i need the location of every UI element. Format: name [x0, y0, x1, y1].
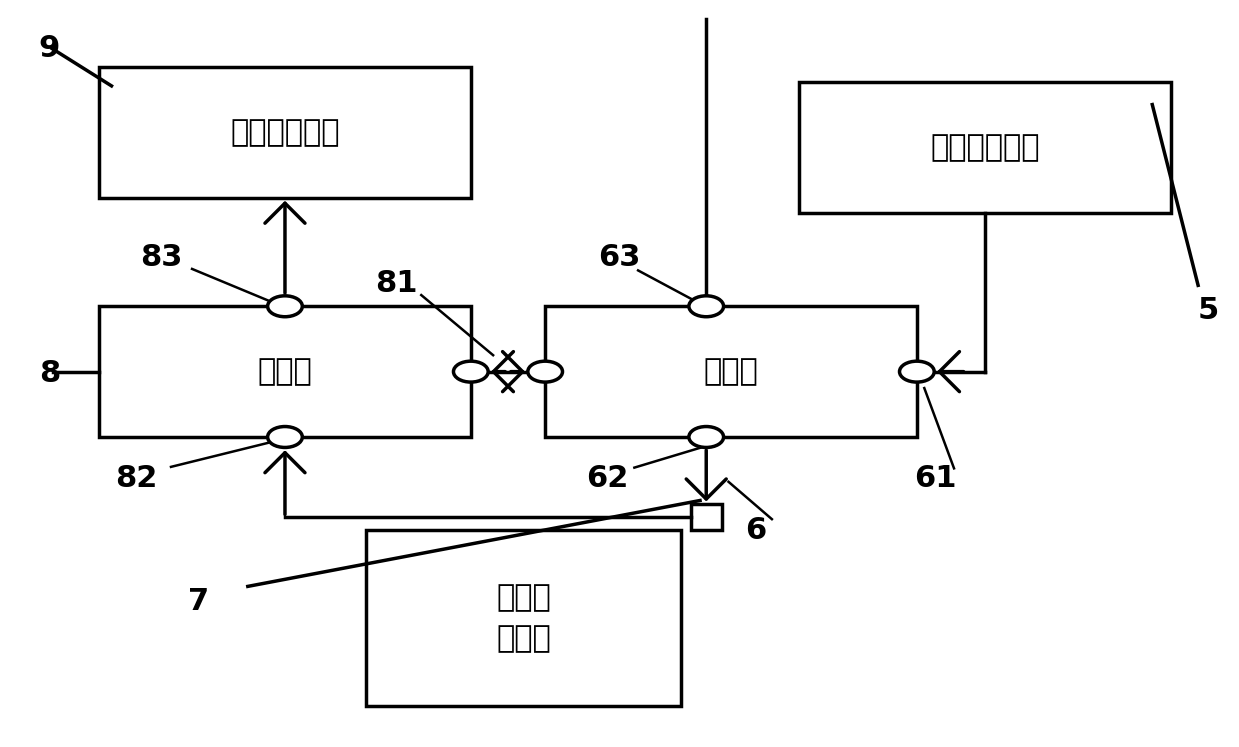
Text: 双工器: 双工器: [258, 357, 312, 386]
Text: 7: 7: [187, 587, 209, 616]
Circle shape: [268, 296, 302, 317]
Circle shape: [453, 362, 488, 382]
Text: 62: 62: [586, 464, 628, 492]
Circle shape: [528, 362, 563, 382]
Text: 83: 83: [140, 244, 182, 272]
Circle shape: [268, 427, 302, 447]
Circle shape: [689, 427, 724, 447]
Text: 6: 6: [745, 516, 767, 545]
Bar: [690, 504, 721, 530]
Text: 63: 63: [598, 244, 641, 272]
Text: 9: 9: [38, 34, 61, 63]
Text: 高通滤波组合: 高通滤波组合: [230, 118, 339, 147]
Bar: [799, 82, 1171, 213]
Text: 5: 5: [1197, 296, 1219, 324]
Bar: [99, 306, 471, 437]
Circle shape: [900, 362, 934, 382]
Bar: [366, 530, 681, 706]
Text: 8: 8: [38, 359, 61, 388]
Text: 81: 81: [375, 270, 418, 298]
Text: 待测金
属试块: 待测金 属试块: [496, 583, 551, 653]
Circle shape: [689, 296, 724, 317]
Bar: [99, 67, 471, 198]
Text: 82: 82: [115, 464, 157, 492]
Bar: [545, 306, 917, 437]
Text: 61: 61: [914, 464, 957, 492]
Text: 低通滤波组合: 低通滤波组合: [930, 133, 1040, 162]
Text: 采集器: 采集器: [704, 357, 758, 386]
